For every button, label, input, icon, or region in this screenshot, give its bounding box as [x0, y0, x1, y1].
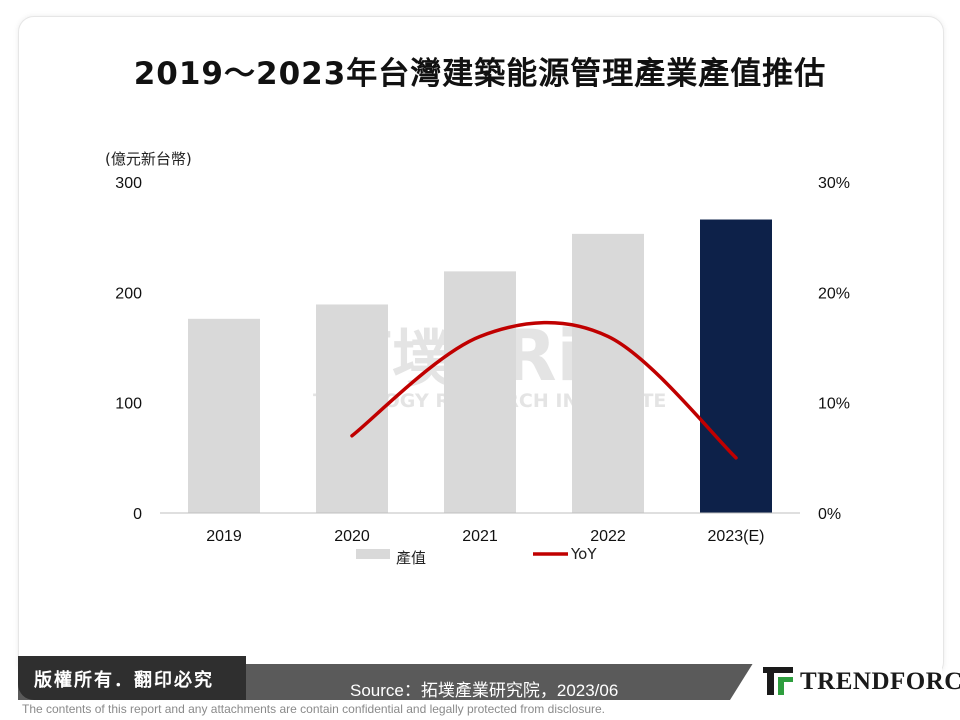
x-tick-label: 2021: [462, 528, 498, 545]
legend-line-label: YoY: [570, 545, 597, 563]
legend-bar-swatch: [356, 549, 390, 559]
x-tick-label: 2023(E): [708, 528, 765, 545]
left-tick-label: 100: [115, 396, 142, 413]
chart-title: 2019～2023年台灣建築能源管理產業產值推估: [133, 56, 827, 92]
legend-bar-label: 產值: [396, 549, 426, 567]
footer-rights: 版權所有．翻印必究: [34, 670, 214, 691]
right-tick-label: 30%: [818, 175, 850, 192]
right-axis: 0% 10% 20% 30%: [818, 175, 850, 523]
unit-label: (億元新台幣): [105, 150, 192, 168]
x-tick-label: 2019: [206, 528, 242, 545]
bar-2022: [572, 233, 644, 513]
x-tick-label: 2022: [590, 528, 626, 545]
chart-canvas: 拓墣 TRi TOPOLOGY RESEARCH INSTITUTE 01002…: [115, 175, 850, 567]
footer-rights-box: 版權所有．翻印必究: [18, 656, 246, 700]
right-tick-label: 10%: [818, 396, 850, 413]
trendforce-logo-text: TRENDFORCE: [800, 668, 960, 695]
bar-2023(E): [700, 219, 772, 513]
footer-source: Source：拓墣產業研究院，2023/06: [350, 681, 619, 700]
trendforce-logo-icon: [763, 667, 793, 695]
bar-2020: [316, 304, 388, 513]
right-tick-label: 0%: [818, 506, 841, 523]
left-axis: 0 100 200 300: [115, 175, 142, 523]
right-tick-label: 20%: [818, 285, 850, 302]
left-tick-label: 300: [115, 175, 142, 192]
yoy-line: [350, 320, 738, 460]
bar-series: [188, 219, 772, 513]
x-tick-label: 2020: [334, 528, 370, 545]
x-axis: 2019 2020 2021 2022 2023(E): [206, 528, 764, 545]
legend: 產值 YoY: [356, 545, 597, 567]
bar-2021: [444, 271, 516, 513]
disclaimer: The contents of this report and any atta…: [22, 702, 605, 716]
left-tick-label: 200: [115, 285, 142, 302]
bar-2019: [188, 318, 260, 513]
left-tick-label: 0: [133, 506, 142, 523]
